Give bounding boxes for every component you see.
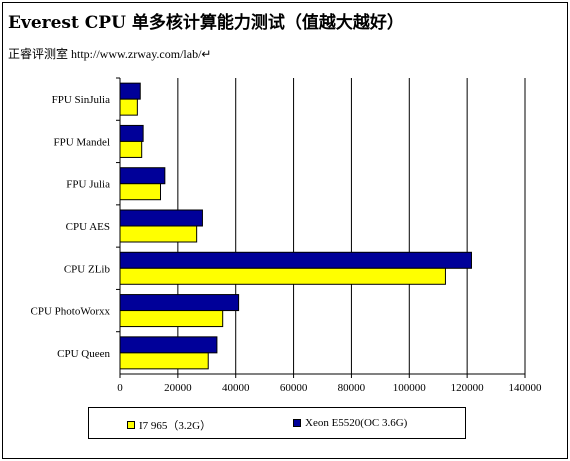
x-tick-label: 80000 xyxy=(338,382,366,394)
bar-i7 xyxy=(119,310,224,328)
x-tick-label: 140000 xyxy=(509,382,543,394)
bar-i7 xyxy=(119,98,138,116)
category-label: CPU ZLib xyxy=(64,263,111,275)
x-tick-label: 20000 xyxy=(164,382,192,394)
category-label: FPU Mandel xyxy=(53,136,110,148)
x-tick-label: 0 xyxy=(117,382,123,394)
legend-item-i7: I7 965（3.2G） xyxy=(127,417,211,433)
category-label: CPU Queen xyxy=(57,348,110,360)
chart-subtitle: 正睿评测室 http://www.zrway.com/lab/↵ xyxy=(8,47,212,61)
legend-label-i7: I7 965（3.2G） xyxy=(139,420,212,432)
bar-xeon xyxy=(119,294,240,312)
legend-swatch-xeon xyxy=(293,419,301,427)
x-tick-label: 40000 xyxy=(222,382,250,394)
bar-i7 xyxy=(119,267,446,285)
bar-xeon xyxy=(119,251,472,269)
category-label: FPU Julia xyxy=(66,179,110,191)
legend-label-xeon: Xeon E5520(OC 3.6G) xyxy=(305,417,408,429)
category-label: CPU AES xyxy=(66,221,110,233)
bar-xeon xyxy=(119,336,218,354)
bar-i7 xyxy=(119,183,161,201)
category-label: CPU PhotoWorxx xyxy=(31,306,111,318)
chart-title: Everest CPU 单多核计算能力测试（值越大越好） xyxy=(8,13,404,33)
bar-xeon xyxy=(119,124,144,142)
x-tick-label: 100000 xyxy=(393,382,427,394)
bar-xeon xyxy=(119,82,141,100)
bar-i7 xyxy=(119,225,198,243)
category-label: FPU SinJulia xyxy=(52,94,110,106)
bar-i7 xyxy=(119,352,209,370)
bar-xeon xyxy=(119,167,166,185)
legend: I7 965（3.2G） Xeon E5520(OC 3.6G) xyxy=(88,407,466,439)
bar-i7 xyxy=(119,140,143,158)
x-tick-label: 120000 xyxy=(451,382,485,394)
x-tick-label: 60000 xyxy=(280,382,308,394)
legend-swatch-i7 xyxy=(127,421,135,429)
legend-item-xeon: Xeon E5520(OC 3.6G) xyxy=(293,417,407,429)
bar-xeon xyxy=(119,209,203,227)
